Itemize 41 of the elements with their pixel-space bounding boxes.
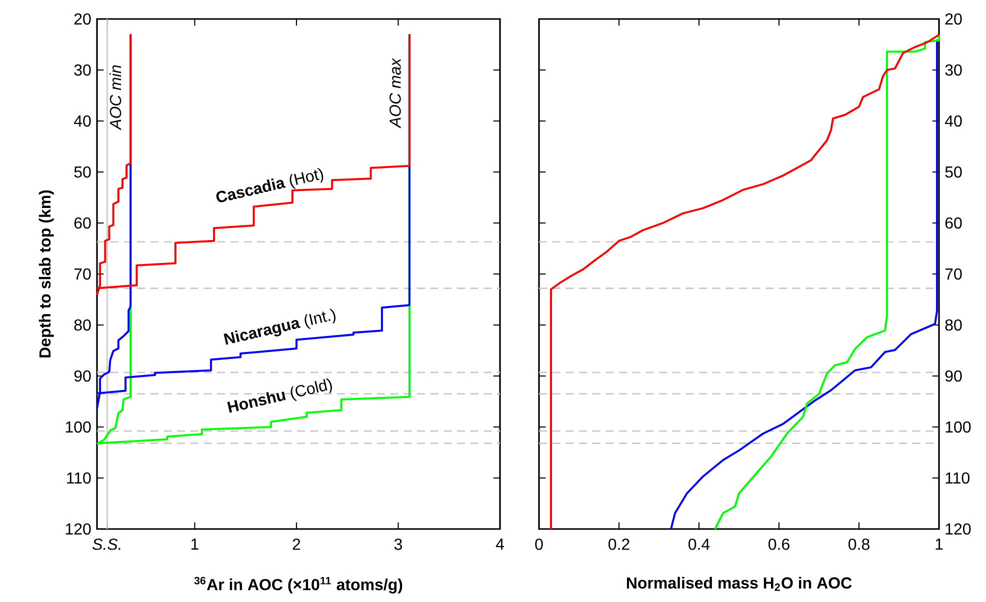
y-tick-label: 110 <box>946 472 970 484</box>
x-axis-title: $^{36}$Ar in AOC (×10$^{11}$ atoms/g) <box>194 576 402 594</box>
y-tick-label: 100 <box>66 421 91 433</box>
y-tick-label: 110 <box>67 472 91 484</box>
y-tick-label: 20 <box>74 13 91 25</box>
y-tick-label: 30 <box>945 64 962 76</box>
x-tick-label: 1 <box>936 538 943 550</box>
y-tick-label: 70 <box>74 268 91 280</box>
y-tick-label: 60 <box>945 217 962 229</box>
x-tick-label: 0 <box>535 538 543 550</box>
annotation: Honshu (Cold) <box>227 378 332 413</box>
x-tick-label: 0.4 <box>688 538 710 550</box>
y-tick-label: 90 <box>74 370 91 382</box>
y-tick-label: 120 <box>66 523 91 535</box>
y-tick-label: 70 <box>945 268 962 280</box>
y-tick-label: 40 <box>944 115 962 127</box>
y-tick-label: 90 <box>945 370 962 382</box>
y-tick-label: 120 <box>946 523 971 535</box>
x-tick-label: 0.8 <box>848 538 870 550</box>
y-tick-label: 80 <box>74 319 91 331</box>
annotation: Nicaragua (Int.) <box>224 308 336 345</box>
y-tick-label: 20 <box>945 13 962 25</box>
annotation: AOC min <box>109 65 122 130</box>
y-tick-label: 40 <box>74 115 91 127</box>
y-tick-label: 80 <box>945 319 962 331</box>
y-tick-label: 50 <box>74 166 91 178</box>
x-tick-label: 0.6 <box>768 538 790 550</box>
x-tick-label: 1 <box>191 538 198 550</box>
y-tick-label: 100 <box>946 421 971 433</box>
y-tick-label: 60 <box>74 217 91 229</box>
x-tick-label: S.S. <box>92 538 120 550</box>
x-axis-title: Normalised mass H$_{2}$O in AOC <box>626 576 852 591</box>
y-tick-label: 50 <box>945 166 962 178</box>
y-axis-title: Depth to slab top (km) <box>38 190 54 358</box>
x-tick-label: 0.2 <box>608 538 630 550</box>
annotation: AOC max <box>390 58 401 128</box>
x-tick-label: 4 <box>496 538 504 550</box>
x-tick-label: 2 <box>292 538 300 550</box>
y-tick-label: 30 <box>74 64 91 76</box>
x-tick-label: 3 <box>394 538 402 550</box>
annotation: Cascadia (Hot) <box>216 168 324 202</box>
